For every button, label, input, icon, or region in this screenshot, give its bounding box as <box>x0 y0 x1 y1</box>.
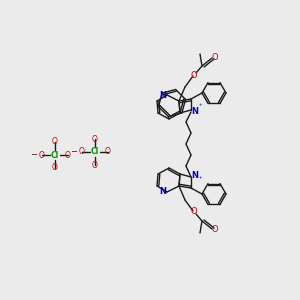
Text: O: O <box>191 71 197 80</box>
Text: N: N <box>160 91 167 100</box>
Text: Cl: Cl <box>91 148 99 157</box>
Text: O: O <box>92 134 98 143</box>
Text: O: O <box>92 160 98 169</box>
Text: O: O <box>212 224 218 233</box>
Text: O: O <box>39 151 45 160</box>
Text: O: O <box>212 53 218 62</box>
Text: −: − <box>31 151 38 160</box>
Text: O: O <box>79 148 85 157</box>
Text: N: N <box>160 188 167 196</box>
Text: O: O <box>52 137 58 146</box>
Text: Cl: Cl <box>51 151 59 160</box>
Text: O: O <box>105 148 111 157</box>
Text: O: O <box>191 206 197 215</box>
Text: O: O <box>65 151 71 160</box>
Text: N: N <box>191 172 199 181</box>
Text: ⁺: ⁺ <box>198 104 202 110</box>
Text: N: N <box>191 106 199 116</box>
Text: −: − <box>70 148 77 157</box>
Text: ⁺: ⁺ <box>198 177 202 183</box>
Text: O: O <box>52 164 58 172</box>
